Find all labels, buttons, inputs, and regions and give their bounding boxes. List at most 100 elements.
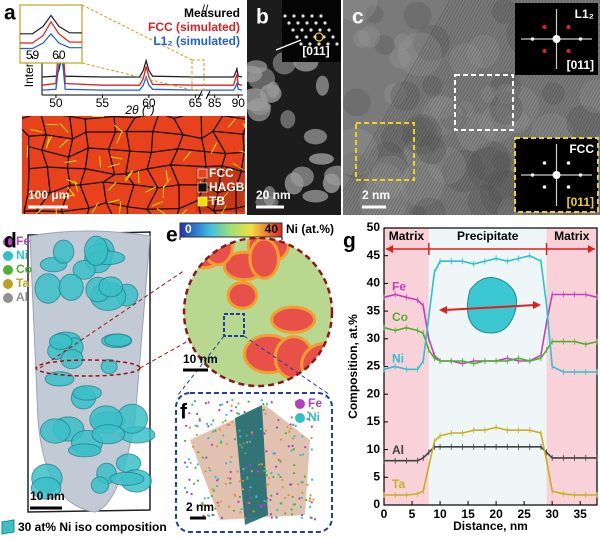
atom [279, 475, 282, 479]
grain-boundary [146, 208, 152, 214]
atom [230, 455, 233, 458]
pointer [275, 39, 302, 51]
grain-boundary [102, 181, 107, 203]
atom [196, 479, 199, 482]
atom [263, 499, 266, 502]
atom [302, 453, 305, 456]
atom [212, 419, 215, 422]
atom [194, 466, 197, 469]
legend-marker [3, 279, 13, 289]
precipitate [324, 165, 341, 186]
grain-boundary [213, 210, 218, 214]
atom [304, 446, 307, 449]
grain-boundary [107, 131, 116, 150]
iso-surface [72, 385, 102, 401]
atom [224, 462, 228, 465]
atom [292, 423, 295, 427]
atom [247, 400, 250, 403]
grain-boundary [61, 116, 70, 118]
atom [287, 493, 290, 497]
atom [311, 407, 314, 410]
contrast-spot [399, 161, 445, 207]
legend-marker [295, 399, 305, 409]
zone-axis: [011] [567, 195, 594, 209]
fft-spot [530, 173, 535, 177]
atom [237, 402, 240, 405]
atom [263, 432, 266, 435]
atom [290, 508, 293, 511]
diffraction-spot [292, 14, 296, 18]
atom [205, 456, 208, 459]
grain-boundary [146, 168, 159, 189]
lattice-fringe [380, 0, 502, 215]
twin-boundary [107, 181, 117, 192]
twin-boundary [66, 186, 76, 197]
atom [221, 403, 224, 406]
y-tick-label: 50 [367, 220, 381, 234]
atom [234, 406, 238, 409]
grain-boundary [88, 147, 109, 151]
atom [278, 458, 281, 461]
atom [187, 458, 191, 461]
atom [310, 478, 314, 481]
atom [309, 497, 312, 500]
atom [275, 465, 278, 468]
atom [298, 497, 301, 500]
atom [240, 446, 244, 449]
grain-boundary [221, 153, 227, 166]
precipitate [309, 153, 334, 165]
precipitate [303, 128, 328, 145]
contrast-spot [480, 86, 498, 103]
colorbar [179, 222, 283, 238]
grain-boundary [204, 150, 226, 155]
contrast-spot [439, 102, 468, 132]
superlattice-spot [566, 49, 571, 53]
diffraction-spot [309, 28, 313, 32]
diffraction-spot [305, 21, 309, 25]
x-tick-label: 60 [142, 96, 156, 110]
legend-entry: HAGB [209, 180, 245, 194]
atom [207, 425, 210, 428]
contrast-spot [390, 81, 421, 111]
x-tick-label: 5 [409, 507, 416, 521]
atom [212, 489, 216, 492]
grain-boundary [36, 210, 62, 213]
grain-boundary [222, 116, 245, 120]
lattice-fringe [364, 0, 486, 215]
atom [188, 412, 191, 415]
lattice-fringe [409, 0, 531, 215]
contrast-spot [566, 104, 600, 141]
twin-boundary [182, 151, 192, 162]
atom [281, 486, 284, 489]
grain-boundary [47, 166, 68, 169]
twin-boundary [116, 132, 123, 144]
contrast-spot [343, 128, 379, 176]
contrast-spot [389, 48, 411, 69]
atom [260, 399, 263, 402]
atom [204, 402, 207, 405]
grain-boundary [150, 131, 154, 153]
atom [305, 498, 308, 502]
legend-entry: Ni [308, 410, 320, 424]
atom [310, 425, 313, 428]
contrast-spot [380, 123, 411, 154]
atom [214, 476, 217, 479]
twin-boundary [107, 163, 120, 168]
atom [260, 506, 263, 509]
atom [265, 500, 268, 504]
atom [303, 475, 306, 478]
grain-boundary [157, 184, 180, 189]
contrast-spot [428, 146, 466, 185]
contrast-spot [466, 34, 501, 68]
inset-line [20, 14, 82, 35]
grain-boundary [113, 116, 117, 133]
atom [216, 479, 219, 482]
atom [249, 463, 252, 466]
atom [250, 496, 253, 499]
contrast-spot [496, 83, 517, 104]
diffraction-spot [310, 14, 314, 18]
x-axis-label: Distance, nm [453, 519, 528, 533]
atom [237, 500, 240, 503]
twin-boundary [29, 191, 40, 200]
